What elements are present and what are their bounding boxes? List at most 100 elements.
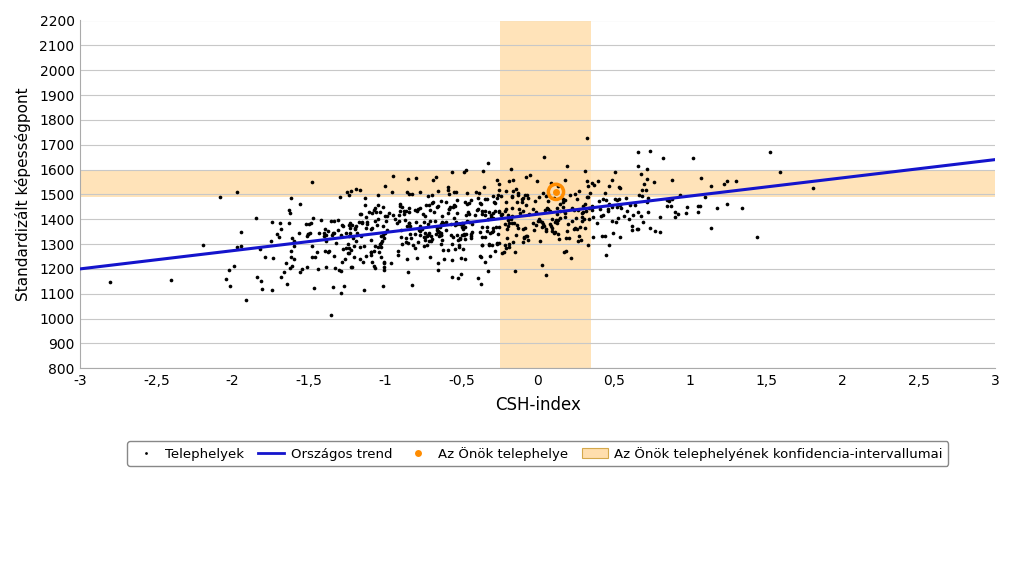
Point (450, 208, 466, 217)
Point (432, 220, 449, 229)
Point (331, 266, 347, 275)
Point (584, 178, 600, 187)
Point (615, 212, 632, 221)
Point (454, 270, 470, 279)
Point (450, 236, 466, 245)
Point (531, 215, 548, 224)
Point (574, 208, 591, 217)
Point (313, 215, 330, 224)
Point (383, 258, 399, 267)
Point (496, 248, 512, 257)
Point (550, 235, 566, 244)
Point (442, 231, 459, 240)
Point (372, 208, 388, 217)
Point (294, 265, 310, 274)
Point (514, 238, 530, 247)
Point (547, 217, 563, 226)
Point (598, 250, 614, 259)
Point (515, 194, 531, 203)
Point (473, 207, 489, 216)
Point (490, 179, 507, 188)
Point (301, 220, 317, 229)
Point (455, 244, 471, 253)
Point (283, 252, 299, 261)
Point (249, 272, 265, 282)
Point (585, 212, 601, 221)
Point (563, 203, 580, 212)
Point (373, 243, 389, 252)
Point (408, 174, 424, 183)
Point (494, 209, 510, 218)
Point (589, 218, 605, 227)
Point (573, 217, 590, 226)
Point (572, 235, 589, 244)
Point (805, 183, 821, 192)
Point (719, 176, 735, 185)
Point (340, 239, 356, 248)
Point (366, 247, 382, 256)
Point (357, 194, 374, 203)
Point (317, 230, 334, 239)
Point (494, 248, 510, 257)
Point (298, 220, 314, 229)
Point (417, 211, 433, 220)
Point (624, 225, 640, 234)
Point (394, 203, 411, 212)
Point (461, 198, 477, 207)
Point (771, 167, 787, 176)
Point (749, 233, 765, 242)
Point (486, 199, 503, 208)
Point (568, 214, 585, 223)
Point (679, 202, 695, 211)
Point (470, 194, 486, 203)
Point (440, 246, 457, 255)
Point (437, 225, 454, 234)
Point (464, 227, 480, 236)
Point (733, 204, 750, 213)
Point (463, 234, 479, 243)
Point (517, 224, 534, 233)
Point (449, 195, 465, 204)
Point (543, 206, 559, 215)
Point (410, 204, 426, 213)
Point (232, 227, 249, 236)
Point (444, 256, 461, 265)
Point (515, 206, 531, 215)
Point (385, 172, 401, 181)
Point (504, 203, 520, 212)
Point (417, 232, 433, 241)
Point (552, 206, 568, 215)
Point (270, 232, 287, 241)
Point (481, 239, 498, 248)
Point (452, 234, 468, 243)
Point (445, 202, 462, 211)
Point (443, 220, 460, 229)
Point (571, 232, 588, 241)
Point (451, 274, 467, 283)
Point (365, 208, 381, 217)
Point (492, 208, 508, 217)
Point (469, 206, 485, 215)
Point (672, 190, 688, 199)
Point (612, 203, 629, 212)
Point (412, 187, 428, 196)
Point (629, 224, 645, 233)
Point (340, 248, 356, 257)
Point (434, 218, 451, 227)
Point (569, 205, 586, 215)
Point (432, 240, 449, 249)
Point (490, 190, 507, 199)
Point (323, 310, 339, 319)
Point (254, 284, 270, 293)
Point (639, 165, 655, 174)
Point (534, 217, 550, 226)
Point (374, 237, 390, 246)
Point (592, 204, 608, 213)
Point (640, 193, 656, 202)
Point (467, 211, 483, 220)
Point (586, 180, 602, 189)
Point (442, 203, 459, 212)
Point (484, 208, 501, 217)
Point (334, 257, 350, 266)
Point (422, 216, 438, 225)
